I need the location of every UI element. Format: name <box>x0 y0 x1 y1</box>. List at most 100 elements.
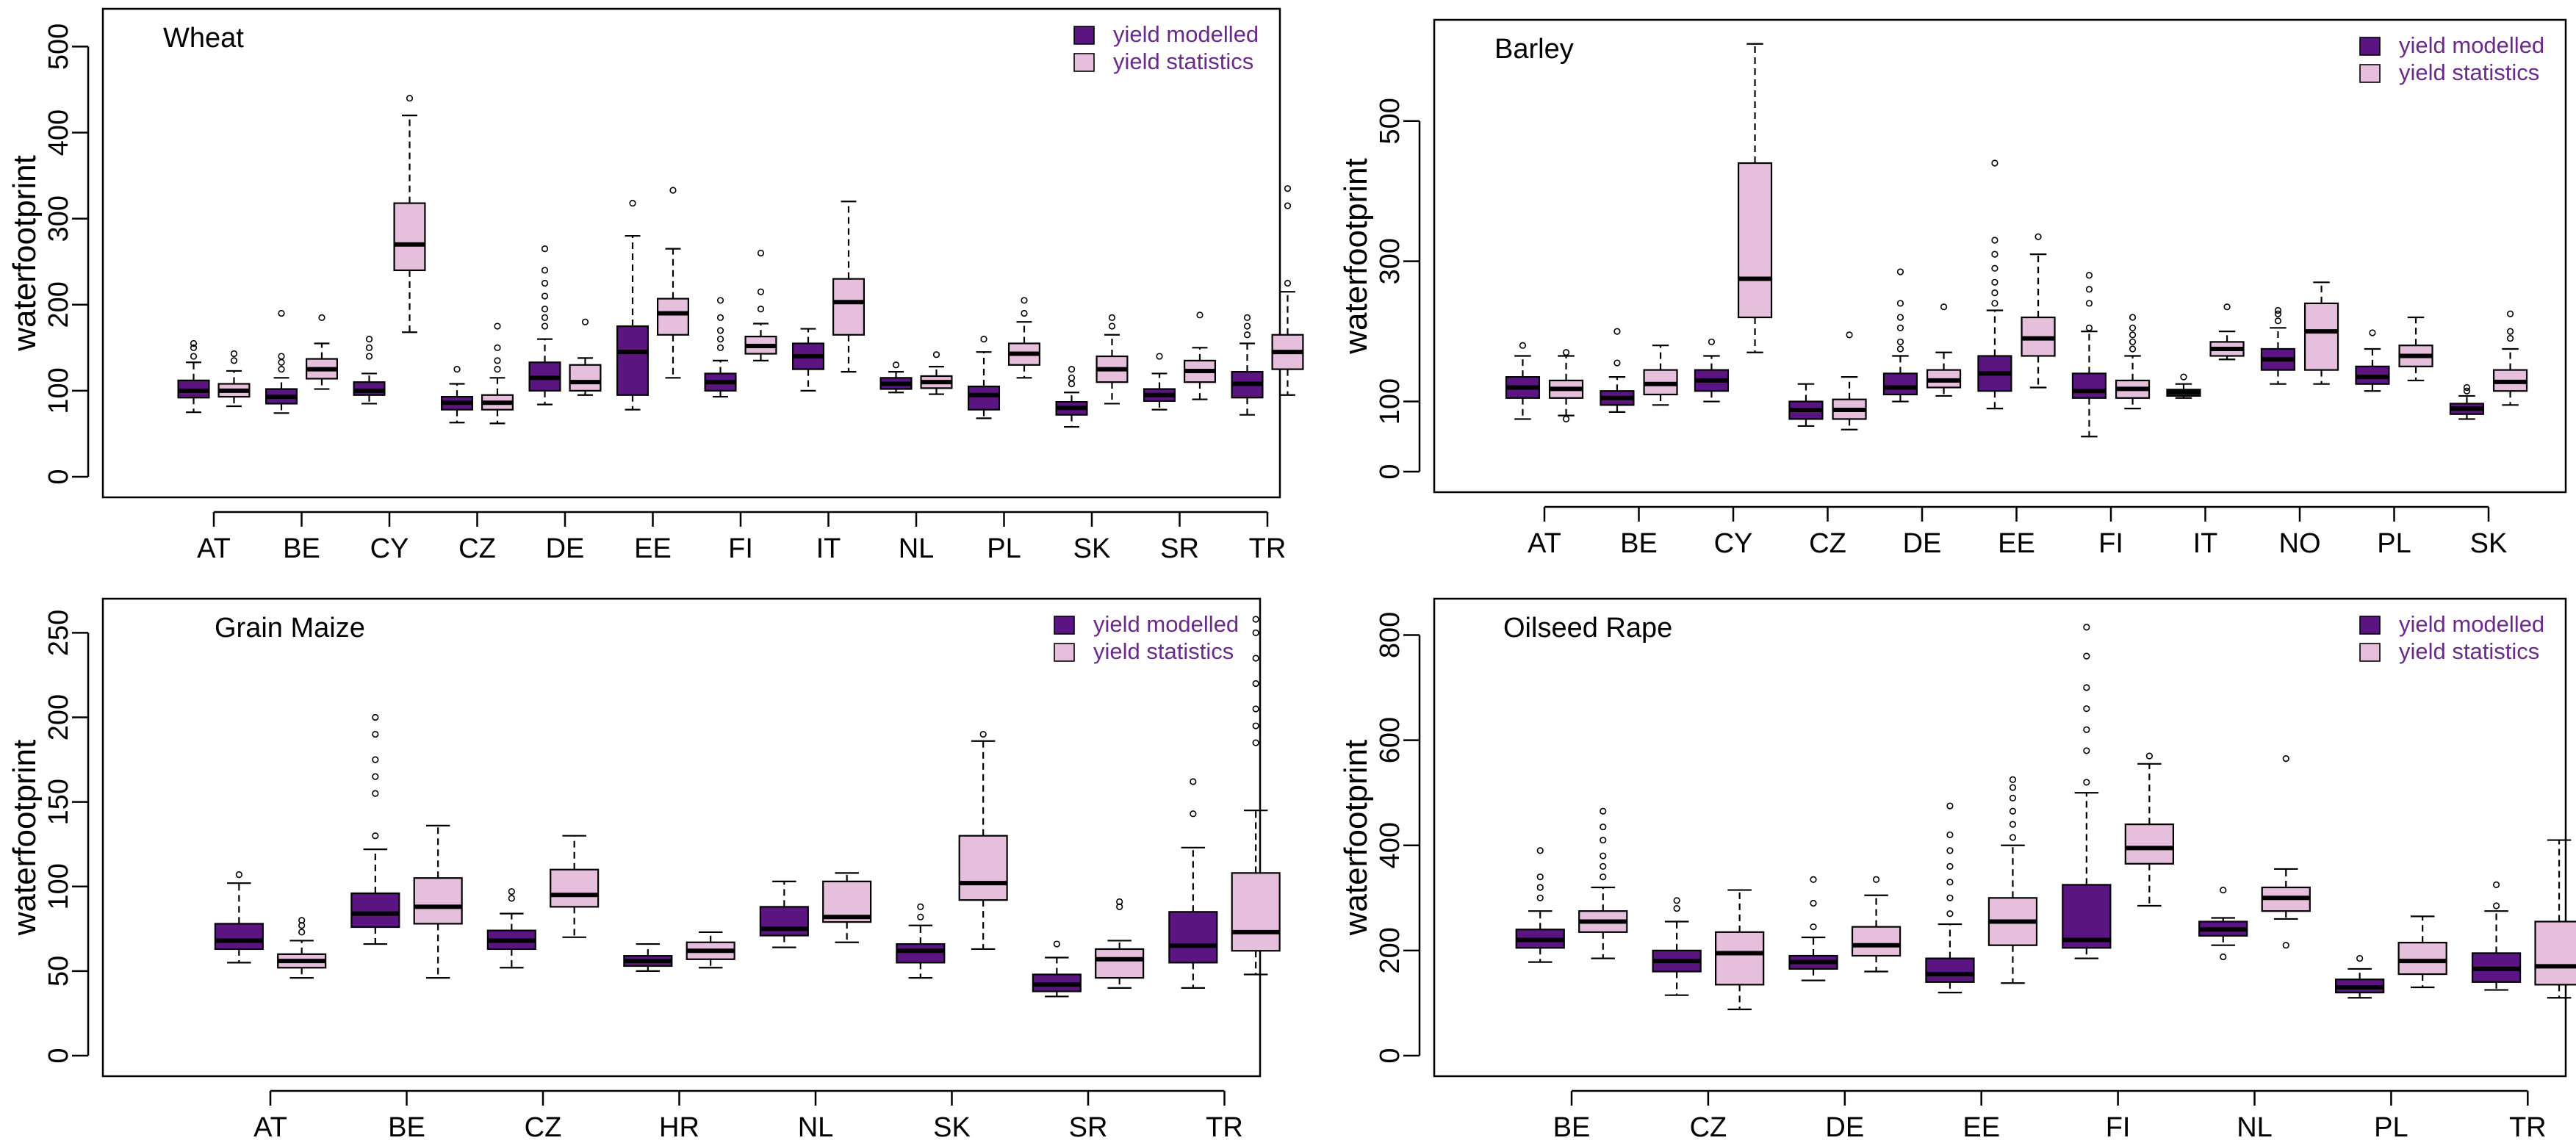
outlier-point <box>1946 910 1954 918</box>
legend-swatch-modelled <box>2359 37 2381 56</box>
outlier-point <box>581 318 589 325</box>
box-modelled-SK <box>1055 366 1088 428</box>
box-statistics-SK <box>2492 310 2528 406</box>
outlier-point <box>190 344 198 351</box>
box-body <box>413 877 463 925</box>
outlier-point <box>1600 807 1607 815</box>
x-tick-label: CY <box>1714 528 1753 559</box>
box-body <box>1737 162 1773 319</box>
box-modelled-AT <box>177 339 210 414</box>
outlier-point <box>2083 684 2090 691</box>
box-statistics-FI <box>744 249 777 361</box>
outlier-point <box>1252 739 1259 746</box>
chart-panel-2: Barley waterfootprint 0 100 300 500 AT BE CY CZ DE… <box>1338 18 2567 559</box>
outlier-point <box>278 309 285 317</box>
box-statistics-TR <box>1271 185 1304 396</box>
box-body <box>2303 302 2339 371</box>
x-tick-label: PL <box>987 533 1021 564</box>
outlier-point <box>932 351 940 358</box>
chart-title: Barley <box>1494 34 1574 65</box>
box-modelled-FI <box>704 297 737 398</box>
outlier-point <box>1872 876 1880 883</box>
legend-label-modelled: yield modelled <box>2399 611 2544 637</box>
outlier-point <box>1896 324 1904 331</box>
outlier-point <box>2034 233 2042 240</box>
outlier-point <box>1252 722 1259 729</box>
x-tick-label: DE <box>1903 528 1942 559</box>
box-modelled-TR <box>1168 778 1218 990</box>
y-tick-label: 200 <box>43 694 74 740</box>
box-modelled-SR <box>1032 940 1082 998</box>
outlier-point <box>365 353 373 360</box>
outlier-point <box>1196 311 1204 319</box>
outlier-point <box>278 358 285 366</box>
outlier-point <box>1991 289 1998 297</box>
legend-swatch-statistics <box>2359 64 2381 83</box>
x-tick-label: FI <box>2098 528 2123 559</box>
outlier-point <box>1243 331 1251 339</box>
legend-label-statistics: yield statistics <box>2399 60 2539 85</box>
chart-title: Grain Maize <box>215 613 365 644</box>
box-body <box>1168 911 1218 964</box>
box-statistics-BE <box>305 314 338 390</box>
outlier-point <box>1021 309 1028 317</box>
box-statistics-TR <box>2534 839 2576 999</box>
outlier-point <box>2085 300 2093 307</box>
x-tick-label: AT <box>1528 528 1561 559</box>
box-statistics-FI <box>2115 314 2151 410</box>
y-tick-label: 250 <box>43 610 74 656</box>
outlier-point <box>1896 338 1904 346</box>
y-tick-label: 500 <box>1375 98 1406 144</box>
y-tick-label: 0 <box>1375 1048 1406 1063</box>
box-statistics-CY <box>1737 43 1773 353</box>
outlier-point <box>1991 237 1998 244</box>
outlier-point <box>716 297 724 304</box>
outlier-point <box>1991 278 1998 286</box>
outlier-point <box>757 288 765 295</box>
outlier-point <box>1536 847 1544 854</box>
outlier-point <box>917 913 924 920</box>
box-modelled-NO <box>2260 306 2296 385</box>
box-modelled-AT <box>214 871 264 964</box>
outlier-point <box>1284 202 1292 209</box>
box-statistics-EE <box>656 187 689 379</box>
outlier-point <box>1600 862 1607 870</box>
outlier-point <box>235 871 242 879</box>
outlier-point <box>1708 338 1716 346</box>
outlier-point <box>2083 747 2090 754</box>
plot-frame <box>1433 597 2567 1078</box>
box-modelled-CZ <box>441 366 474 424</box>
box-body <box>2397 942 2447 976</box>
outlier-point <box>716 344 724 351</box>
outlier-point <box>1673 905 1680 912</box>
y-axis-label: waterfootprint <box>7 155 43 352</box>
x-tick-label: CZ <box>458 533 496 564</box>
outlier-point <box>1600 852 1607 860</box>
outlier-point <box>1613 328 1621 335</box>
box-statistics-CZ <box>550 835 600 938</box>
y-tick-label: 200 <box>43 281 74 328</box>
box-statistics-SR <box>1183 311 1216 400</box>
outlier-point <box>541 245 549 253</box>
outlier-point <box>1810 899 1817 907</box>
outlier-point <box>2009 834 2017 841</box>
box-statistics-AT <box>217 350 251 408</box>
box-modelled-TR <box>1231 314 1264 416</box>
x-tick-label: SR <box>1069 1112 1108 1143</box>
y-tick-label: 100 <box>43 863 74 909</box>
outlier-point <box>1673 897 1680 904</box>
x-tick-label: SK <box>933 1112 971 1143</box>
box-body <box>759 906 809 937</box>
outlier-point <box>1946 847 1954 854</box>
box-modelled-NL <box>2198 886 2248 961</box>
box-statistics-NL <box>2261 755 2311 949</box>
x-tick-label: NL <box>2237 1112 2273 1143</box>
y-axis-label: waterfootprint <box>1338 158 1374 355</box>
box-modelled-SK <box>896 903 946 979</box>
x-tick-label: HR <box>659 1112 699 1143</box>
outlier-point <box>1190 778 1197 785</box>
outlier-point <box>1190 810 1197 818</box>
outlier-point <box>2369 329 2376 336</box>
y-tick-label: 0 <box>1375 464 1406 479</box>
legend-swatch-modelled <box>1054 616 1075 635</box>
